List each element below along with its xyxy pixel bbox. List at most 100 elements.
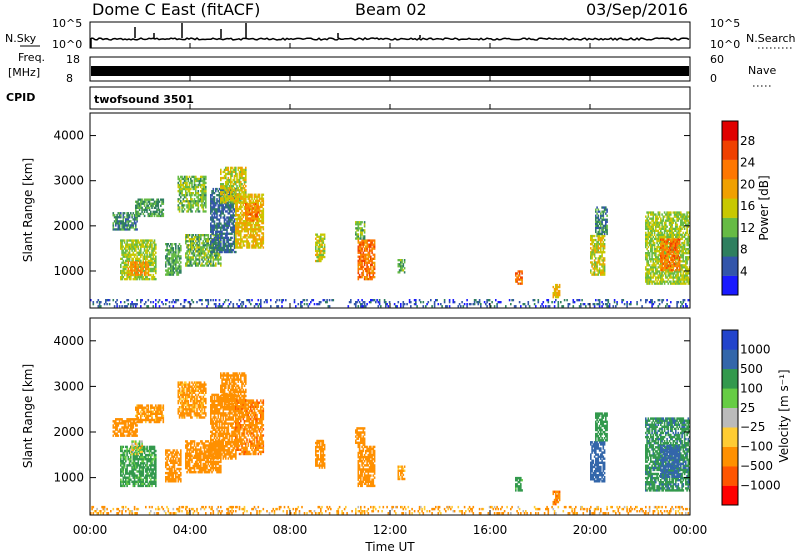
- range-gate-cell: [252, 207, 255, 210]
- range-gate-cell: [210, 218, 212, 221]
- range-gate-cell: [358, 241, 361, 244]
- range-gate-cell: [123, 226, 126, 229]
- range-gate-cell: [515, 278, 517, 281]
- range-gate-cell: [238, 222, 241, 225]
- range-gate-cell: [320, 301, 322, 304]
- range-gate-cell: [242, 215, 245, 219]
- range-gate-cell: [252, 219, 255, 222]
- range-gate-cell: [663, 241, 666, 245]
- range-gate-cell: [602, 249, 605, 252]
- range-gate-cell: [138, 259, 141, 262]
- range-gate-cell: [137, 276, 140, 279]
- range-gate-cell: [126, 245, 128, 248]
- range-gate-cell: [146, 278, 148, 281]
- range-gate-cell: [132, 241, 135, 244]
- range-gate-cell: [363, 305, 366, 308]
- range-gate-cell: [211, 210, 213, 213]
- range-gate-cell: [675, 227, 677, 230]
- range-gate-cell: [191, 210, 193, 213]
- range-gate-cell: [680, 243, 682, 247]
- range-gate-cell: [251, 299, 253, 302]
- range-gate-cell: [685, 266, 687, 269]
- range-gate-cell: [596, 226, 598, 230]
- range-gate-cell: [235, 168, 237, 171]
- range-gate-cell: [248, 244, 251, 247]
- range-gate-cell: [198, 177, 201, 181]
- range-gate-cell: [362, 251, 365, 254]
- range-gate-cell: [235, 246, 237, 249]
- range-gate-cell: [193, 202, 196, 205]
- range-gate-cell: [118, 222, 121, 225]
- range-gate-cell: [198, 258, 201, 261]
- range-gate-cell: [125, 220, 127, 223]
- range-gate-cell: [240, 242, 242, 245]
- range-gate-cell: [402, 269, 405, 272]
- range-gate-cell: [281, 305, 283, 308]
- range-gate-cell: [231, 174, 233, 178]
- range-gate-cell: [147, 214, 150, 218]
- range-gate-cell: [235, 197, 237, 200]
- range-gate-cell: [121, 251, 123, 254]
- range-gate-cell: [661, 276, 663, 279]
- range-gate-cell: [253, 246, 256, 249]
- range-gate-cell: [112, 224, 115, 227]
- range-gate-cell: [357, 239, 360, 242]
- range-gate-cell: [657, 254, 660, 257]
- range-gate-cell: [686, 225, 688, 228]
- range-gate-cell: [670, 256, 672, 260]
- range-gate-cell: [372, 271, 375, 275]
- range-gate-cell: [122, 249, 125, 252]
- range-gate-cell: [170, 249, 172, 252]
- range-gate-cell: [126, 265, 128, 269]
- range-gate-cell: [150, 212, 152, 216]
- range-gate-cell: [236, 246, 238, 249]
- range-gate-cell: [238, 197, 241, 200]
- range-gate-cell: [203, 204, 206, 207]
- range-gate-cell: [187, 177, 190, 181]
- range-gate-cell: [658, 264, 661, 267]
- range-gate-cell: [356, 301, 358, 304]
- range-gate-cell: [247, 236, 250, 239]
- range-gate-cell: [671, 270, 673, 273]
- range-gate-cell: [668, 248, 671, 251]
- range-gate-cell: [597, 261, 600, 264]
- range-gate-cell: [247, 240, 250, 243]
- range-gate-cell: [400, 259, 402, 262]
- range-gate-cell: [358, 245, 361, 248]
- range-gate-cell: [663, 250, 666, 253]
- range-gate-cell: [656, 276, 658, 279]
- range-gate-cell: [125, 278, 127, 281]
- range-gate-cell: [262, 215, 265, 219]
- range-gate-cell: [255, 193, 257, 196]
- range-gate-cell: [656, 229, 658, 232]
- range-gate-cell: [675, 244, 677, 247]
- range-gate-cell: [147, 255, 150, 258]
- range-gate-cell: [240, 172, 242, 176]
- range-gate-cell: [253, 203, 256, 206]
- range-gate-cell: [143, 257, 146, 260]
- range-gate-cell: [372, 239, 375, 242]
- range-gate-cell: [483, 301, 486, 304]
- range-gate-cell: [236, 240, 238, 243]
- range-gate-cell: [566, 299, 568, 302]
- range-gate-cell: [215, 232, 217, 235]
- range-gate-cell: [662, 244, 665, 247]
- range-gate-cell: [258, 220, 261, 223]
- range-gate-cell: [178, 263, 181, 266]
- range-gate-cell: [191, 175, 193, 178]
- range-gate-cell: [231, 189, 233, 192]
- range-gate-cell: [320, 233, 322, 236]
- range-gate-cell: [148, 273, 151, 277]
- range-gate-cell: [195, 187, 197, 191]
- range-gate-cell: [123, 263, 126, 267]
- range-gate-cell: [207, 236, 210, 239]
- range-gate-cell: [645, 266, 647, 269]
- range-gate-cell: [126, 271, 128, 275]
- range-gate-cell: [220, 187, 222, 190]
- range-gate-cell: [240, 201, 242, 204]
- range-gate-cell: [187, 204, 190, 207]
- range-gate-cell: [677, 242, 680, 245]
- range-gate-cell: [148, 267, 151, 271]
- range-gate-cell: [601, 263, 603, 266]
- range-gate-cell: [553, 301, 556, 304]
